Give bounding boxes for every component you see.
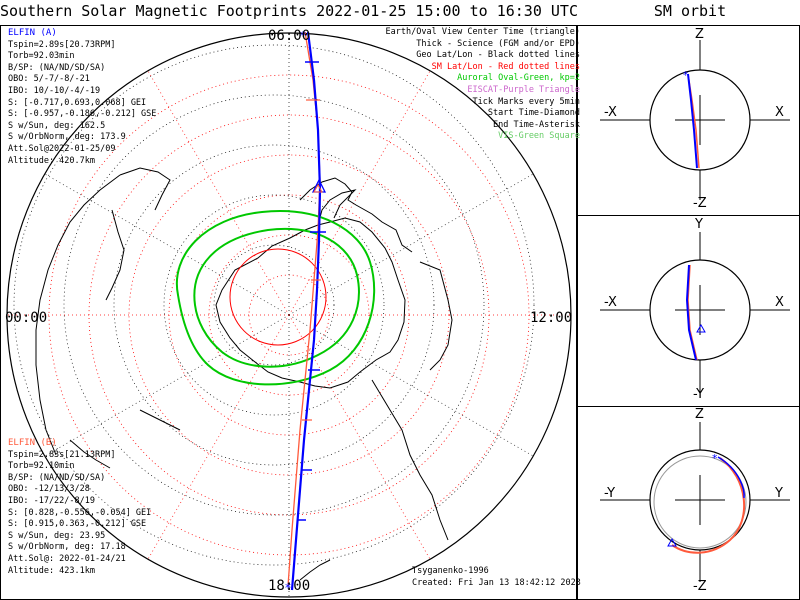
info-line: Torb=92.03min bbox=[8, 51, 75, 62]
legend-item: Tick Marks every 5min bbox=[472, 96, 580, 107]
orbit-label-right-3: Y bbox=[774, 486, 783, 501]
info-line: Tspin=2.83s[21.13RPM] bbox=[8, 449, 116, 460]
info-line: Att.Sol@: 2022-01-24/21 bbox=[8, 553, 126, 564]
orbit-title: SM orbit bbox=[653, 2, 727, 20]
orbit-label-right-1: X bbox=[775, 105, 784, 120]
meridian-line bbox=[147, 314, 290, 560]
geo-lat-circle bbox=[13, 44, 535, 566]
orbit-label-right-2: X bbox=[775, 295, 784, 310]
info-line: S: [0.915,0.363,-0.212] GSE bbox=[8, 519, 147, 530]
orbit-a-xz bbox=[687, 73, 698, 169]
orbit-b-yz bbox=[671, 457, 746, 554]
info-line: Tspin=2.89s[20.73RPM] bbox=[8, 39, 116, 50]
geo-lat-circle bbox=[113, 144, 435, 466]
elfin-a-track bbox=[290, 31, 322, 591]
info-line: S w/OrbNorm, deg: 173.9 bbox=[8, 132, 126, 143]
orbit-panel-xz: * Z -Z -X X bbox=[600, 27, 790, 211]
grid-lines bbox=[7, 33, 571, 597]
sm-circles bbox=[229, 248, 327, 346]
info-line: S: [-0.717,0.693,0.068] GEI bbox=[8, 97, 147, 108]
orbit-ref-ring bbox=[653, 455, 747, 549]
info-line: OBO: 5/-7/-8/-21 bbox=[8, 74, 90, 85]
info-line: OBO: -12/13/3/28 bbox=[8, 484, 90, 495]
legend-item: SM Lat/Lon - Red dotted lines bbox=[431, 61, 580, 72]
map-label-right: 12:00 bbox=[530, 310, 572, 326]
info-line: IBO: -17/22/-8/19 bbox=[8, 495, 95, 506]
orbit-label-left-1: -X bbox=[604, 105, 617, 120]
polar-map: * * 06:00 00:00 12:00 18:00 bbox=[5, 28, 572, 598]
globe-outline bbox=[6, 32, 572, 598]
meridian-line bbox=[44, 173, 290, 316]
info-line: S w/OrbNorm, deg: 17.18 bbox=[8, 542, 126, 553]
legend-item: EISCAT-Purple Triangle bbox=[467, 84, 580, 95]
meridian-line bbox=[288, 173, 534, 316]
orbit-a-start-xz: * bbox=[683, 69, 689, 82]
orbit-view-triangle-xy bbox=[696, 323, 706, 333]
orbit-label-bottom-2: -Y bbox=[693, 387, 704, 402]
credits: Tsyganenko-1996 Created: Fri Jan 13 18:4… bbox=[412, 565, 581, 589]
info-line: B/SP: (NA/ND/SD/SA) bbox=[8, 472, 106, 483]
elfin-a-ticks bbox=[297, 61, 326, 521]
orbit-label-top-3: Z bbox=[695, 407, 704, 422]
info-line: Torb=92.10min bbox=[8, 461, 75, 472]
legend-item: VIS-Green Square bbox=[498, 131, 580, 142]
orbit-label-top-2: Y bbox=[694, 217, 703, 232]
geo-lat-circle bbox=[213, 244, 335, 366]
info-line: S: [0.828,-0.556,-0.054] GEI bbox=[8, 507, 152, 518]
orbit-label-bottom-1: -Z bbox=[693, 196, 707, 211]
legend-item: Earth/Oval View Center Time (triangle) bbox=[385, 27, 580, 37]
meridian-line bbox=[288, 314, 431, 560]
legend-item: Geo Lat/Lon - Black dotted lines bbox=[416, 50, 580, 61]
info-line: Altitude: 420.7km bbox=[8, 155, 95, 166]
orbit-panel-xy: Y -Y -X X bbox=[600, 217, 790, 402]
orbit-label-top-1: Z bbox=[695, 27, 704, 42]
map-label-bottom: 18:00 bbox=[268, 578, 310, 594]
orbit-view-triangle-yz bbox=[667, 537, 677, 547]
page-title: Southern Solar Magnetic Footprints 2022-… bbox=[0, 2, 578, 20]
info-line: S w/Sun, deg: 23.95 bbox=[8, 530, 106, 541]
meridian-line bbox=[288, 70, 431, 316]
auroral-oval bbox=[175, 210, 376, 386]
elfin-a-info: ELFIN (A) Tspin=2.89s[20.73RPM] Torb=92.0… bbox=[8, 28, 156, 167]
geo-lat-circle bbox=[163, 194, 385, 416]
orbit-a-yz bbox=[717, 456, 745, 499]
info-line: S: [-0.957,-0.186,-0.212] GSE bbox=[8, 109, 157, 120]
orbit-label-left-2: -X bbox=[604, 295, 617, 310]
elfin-a-end-marker: * bbox=[285, 581, 291, 595]
legend-item: Start Time-Diamond bbox=[487, 108, 580, 119]
meridian-line bbox=[288, 314, 534, 457]
orbit-label-bottom-3: -Z bbox=[693, 579, 707, 594]
meridian-line bbox=[147, 70, 290, 316]
info-line: IBO: 10/-10/-4/-19 bbox=[8, 85, 101, 96]
orbit-a-start-yz: * bbox=[712, 452, 718, 465]
sm-circle-80 bbox=[229, 248, 327, 346]
info-line: S w/Sun, deg: 162.5 bbox=[8, 120, 106, 131]
elfin-a-start-marker: * bbox=[300, 29, 306, 43]
view-center-triangle-b bbox=[313, 183, 323, 193]
orbit-panel-yz: * Z -Z -Y Y bbox=[600, 407, 790, 594]
map-label-left: 00:00 bbox=[5, 310, 47, 326]
elfin-b-ticks bbox=[302, 99, 321, 421]
auroral-oval-inner bbox=[193, 228, 360, 368]
elfin-a-label: ELFIN (A) bbox=[8, 28, 57, 38]
legend: Earth/Oval View Center Time (triangle) Th… bbox=[386, 27, 580, 143]
legend-item: End Time-Asterisk bbox=[493, 119, 580, 130]
info-line: B/SP: (NA/ND/SD/SA) bbox=[8, 62, 106, 73]
elfin-b-label: ELFIN (B) bbox=[8, 438, 57, 448]
elfin-b-info: ELFIN (B) Tspin=2.83s[21.13RPM] Torb=92.1… bbox=[8, 438, 151, 577]
orbit-a-xy bbox=[685, 264, 697, 361]
auroral-oval-outer bbox=[175, 210, 376, 386]
legend-item: Auroral Oval-Green, kp=2 bbox=[457, 73, 580, 84]
credit-model: Tsyganenko-1996 bbox=[412, 566, 489, 576]
coastlines bbox=[35, 167, 453, 581]
info-line: Att.Sol@2022-01-25/09 bbox=[8, 143, 116, 154]
map-label-top: 06:00 bbox=[268, 28, 310, 44]
geo-lat-circle bbox=[63, 94, 485, 516]
orbit-label-left-3: -Y bbox=[604, 486, 615, 501]
meridian-line bbox=[44, 314, 290, 457]
info-line: Altitude: 423.1km bbox=[8, 565, 95, 576]
credit-created: Created: Fri Jan 13 18:42:12 2023 bbox=[412, 578, 581, 588]
legend-item: Thick - Science (FGM and/or EPD) bbox=[416, 38, 580, 49]
